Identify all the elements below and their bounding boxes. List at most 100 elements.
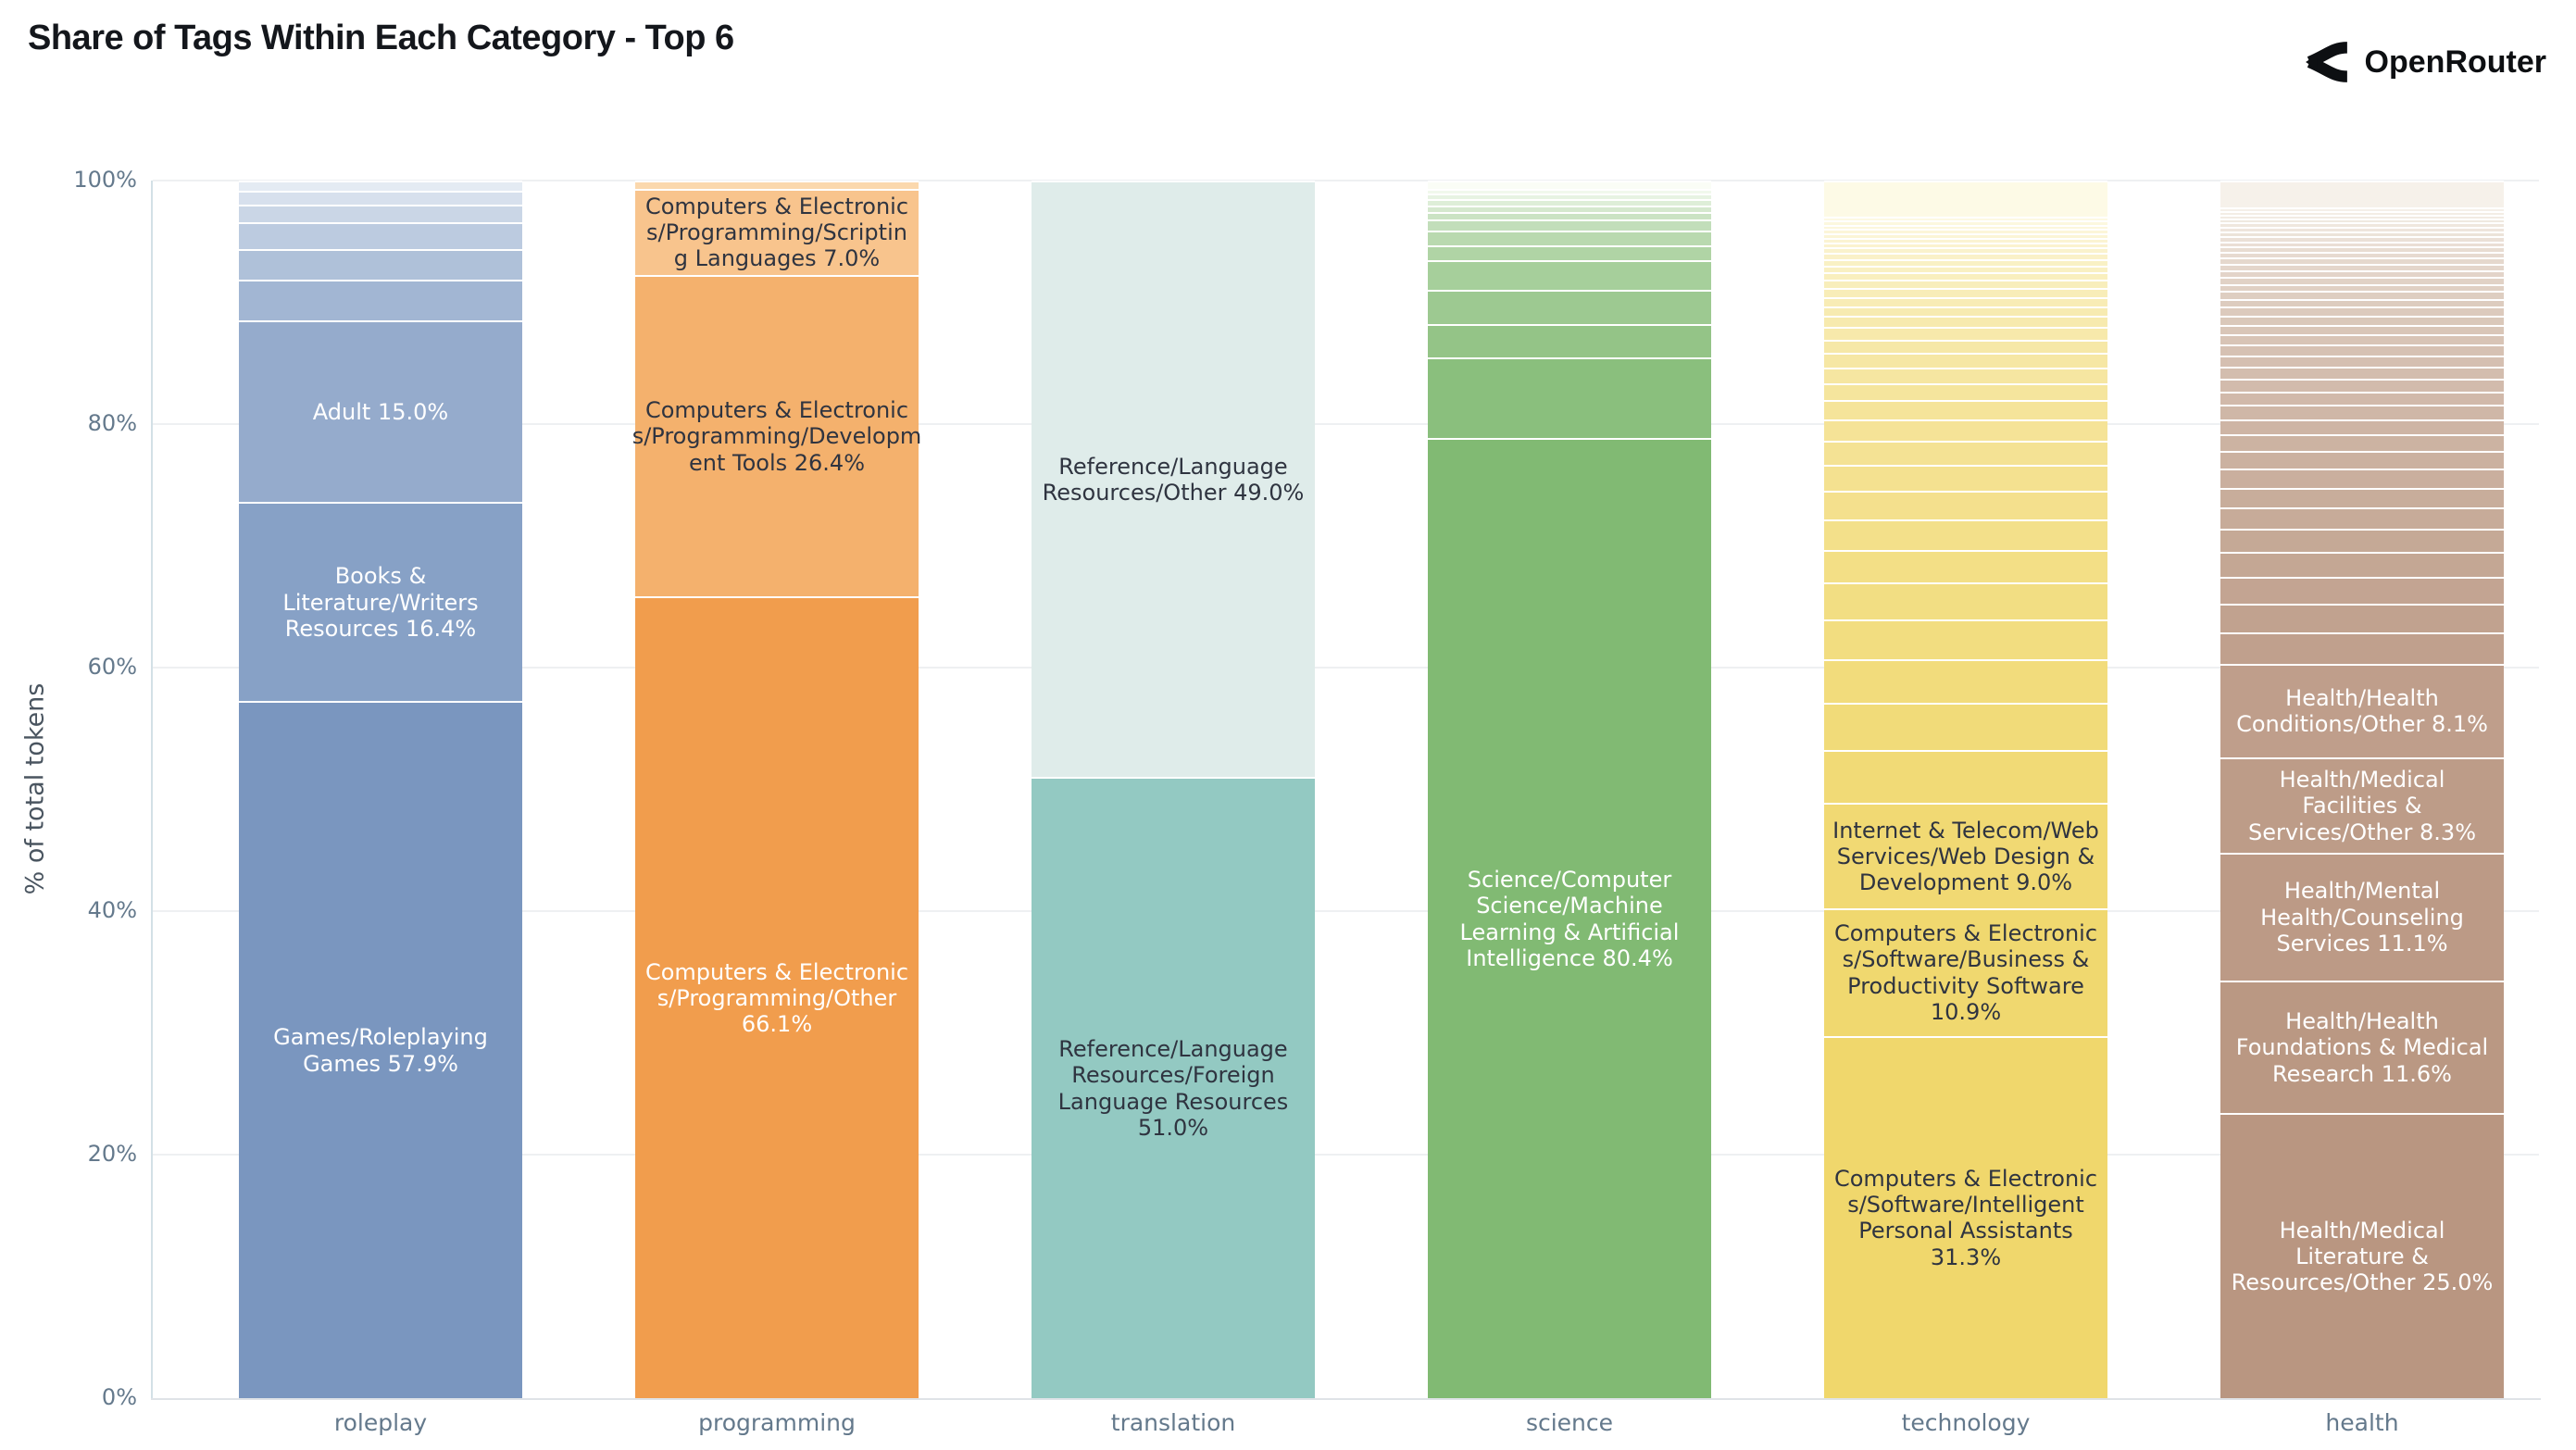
bar-segment xyxy=(2220,367,2504,380)
bar-segment: Reference/Language Resources/Foreign Lan… xyxy=(1032,777,1315,1398)
x-tick-label-technology: technology xyxy=(1901,1409,2031,1436)
bar-segment xyxy=(1824,400,2107,420)
bar-segment xyxy=(1824,339,2107,354)
bar-segment xyxy=(2220,298,2504,307)
bar-segment xyxy=(1824,232,2107,238)
bar-segment xyxy=(2220,206,2504,211)
segment-label: Reference/Language Resources/Foreign Lan… xyxy=(1057,1036,1289,1141)
bar-segment xyxy=(1824,258,2107,266)
x-tick-label-health: health xyxy=(2325,1409,2399,1436)
bar-segment xyxy=(1824,382,2107,401)
bar-programming: Computers & Electronic s/Programming/Oth… xyxy=(631,181,922,1398)
bar-segment xyxy=(2220,283,2504,292)
bar-technology: Computers & Electronic s/Software/Intell… xyxy=(1824,181,2107,1398)
bar-segment: Games/Roleplaying Games 57.9% xyxy=(239,701,522,1398)
bar-segment xyxy=(2220,631,2504,664)
bar-segment xyxy=(1824,247,2107,254)
x-tick-label-programming: programming xyxy=(698,1409,856,1436)
plot-area: 0% 20% 40% 60% 80% 100% Games/Roleplaying Game… xyxy=(73,167,2541,1436)
bar-segment xyxy=(1824,253,2107,259)
bar-segment xyxy=(1824,549,2107,583)
segment-label: Science/Computer Science/Machine Learnin… xyxy=(1459,867,1680,971)
bar-segment xyxy=(1824,367,2107,383)
bar-segment xyxy=(1824,316,2107,328)
bar-segment xyxy=(1428,219,1711,231)
bar-segment xyxy=(2220,231,2504,237)
brand-name: OpenRouter xyxy=(2364,44,2546,80)
segment-label: Books & Literature/Writers Resources 16.… xyxy=(282,563,479,642)
bar-segment: Health/Health Conditions/Other 8.1% xyxy=(2220,663,2504,757)
bar-segment xyxy=(2220,603,2504,632)
bar-roleplay: Games/Roleplaying Games 57.9% Books & Lit… xyxy=(239,181,522,1398)
segment-label: Health/Mental Health/Counseling Services… xyxy=(2260,878,2464,957)
bar-segment xyxy=(239,280,522,320)
gridline-40 xyxy=(153,910,2539,912)
bar-segment xyxy=(1428,357,1711,439)
bar-segment xyxy=(1824,288,2107,297)
bar-segment xyxy=(1824,242,2107,248)
bar-segment xyxy=(2220,210,2504,215)
bar-segment xyxy=(1824,306,2107,317)
gridline-100 xyxy=(153,180,2539,181)
bar-segment xyxy=(239,191,522,206)
bar-segment xyxy=(2220,306,2504,316)
bar-segment xyxy=(2220,252,2504,258)
bar-segment xyxy=(1824,702,2107,751)
segment-label: Health/Health Conditions/Other 8.1% xyxy=(2236,684,2488,738)
bar-science: Science/Computer Science/Machine Learnin… xyxy=(1428,181,1711,1398)
bar-segment: Internet & Telecom/Web Services/Web Desi… xyxy=(1824,803,2107,908)
bar-segment: Computers & Electronic s/Programming/Scr… xyxy=(635,188,919,276)
y-tick-label: 20% xyxy=(87,1141,137,1167)
y-tick-label: 40% xyxy=(87,897,137,923)
bar-segment xyxy=(1428,289,1711,324)
bar-segment xyxy=(635,181,919,189)
bar-segment xyxy=(2220,291,2504,299)
bar-segment: Science/Computer Science/Machine Learnin… xyxy=(1428,438,1711,1398)
bar-segment xyxy=(2220,487,2504,508)
bar-segment xyxy=(2220,315,2504,325)
bar-segment xyxy=(2220,218,2504,223)
bar-segment xyxy=(2220,507,2504,529)
bar-segment: Computers & Electronic s/Programming/Dev… xyxy=(631,275,922,597)
x-tick-label-roleplay: roleplay xyxy=(333,1409,428,1436)
bar-segment xyxy=(1824,582,2107,619)
segment-label: Computers & Electronic s/Programming/Scr… xyxy=(644,193,909,272)
bar-segment xyxy=(2220,227,2504,231)
bar-segment xyxy=(1824,224,2107,230)
segment-label: Health/Medical Facilities & Services/Oth… xyxy=(2247,766,2477,845)
bar-segment xyxy=(2220,324,2504,335)
bar-segment xyxy=(1824,181,2107,218)
bar-segment: Computers & Electronic s/Programming/Oth… xyxy=(635,596,919,1398)
bar-segment xyxy=(1824,280,2107,289)
bar-segment xyxy=(2220,269,2504,278)
bar-segment xyxy=(1824,519,2107,550)
bar-segment xyxy=(1824,441,2107,465)
bar-segment xyxy=(2220,246,2504,253)
bar-segment xyxy=(1428,194,1711,200)
y-tick-label: 80% xyxy=(87,410,137,436)
bar-segment xyxy=(1428,199,1711,206)
segment-label: Computers & Electronic s/Programming/Oth… xyxy=(644,958,909,1038)
bar-segment xyxy=(1824,619,2107,659)
y-tick-label: 60% xyxy=(87,654,137,680)
bar-translation: Reference/Language Resources/Foreign Lan… xyxy=(1032,181,1315,1398)
bar-segment xyxy=(1824,419,2107,442)
bar-segment xyxy=(1428,245,1711,261)
bar-segment xyxy=(1824,272,2107,281)
y-axis-line xyxy=(151,181,153,1398)
bar-segment xyxy=(1824,327,2107,340)
y-tick-label: 0% xyxy=(101,1384,137,1410)
bar-segment xyxy=(1428,260,1711,290)
bar-segment xyxy=(2220,451,2504,469)
segment-label: Computers & Electronic s/Programming/Dev… xyxy=(631,397,922,476)
bar-segment: Health/Medical Facilities & Services/Oth… xyxy=(2220,756,2504,854)
bar-segment xyxy=(2220,469,2504,488)
bar-segment xyxy=(1428,230,1711,246)
segment-label: Adult 15.0% xyxy=(312,398,449,425)
bar-segment xyxy=(1824,265,2107,273)
bar-segment xyxy=(2220,236,2504,242)
bar-segment: Adult 15.0% xyxy=(239,319,522,503)
bar-segment xyxy=(2220,405,2504,419)
segment-label: Reference/Language Resources/Other 49.0% xyxy=(1042,453,1305,506)
